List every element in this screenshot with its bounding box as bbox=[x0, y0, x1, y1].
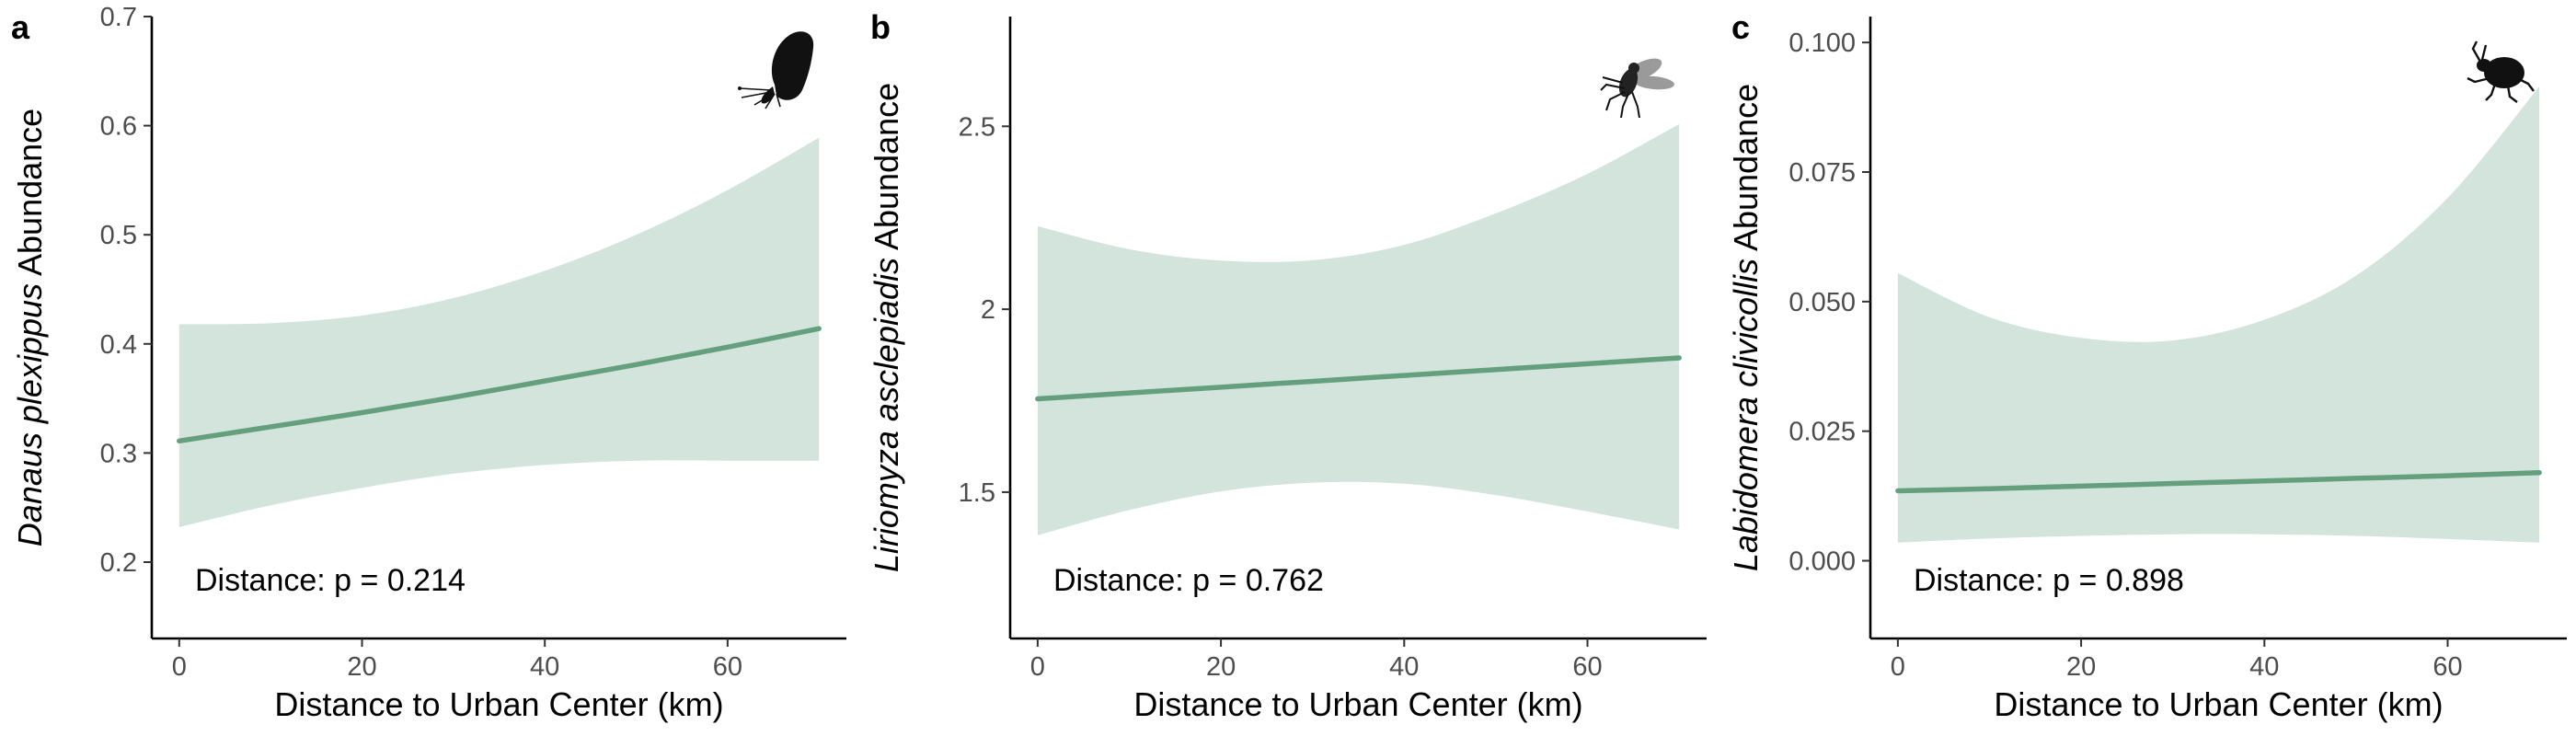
x-tick-label: 20 bbox=[1206, 652, 1236, 682]
panel-c: 0 20 40 60 0.000 0.025 0.050 0.075 0.100 Distance… bbox=[1727, 8, 2567, 723]
y-axis-title-species: Labidomera clivicollis bbox=[1727, 259, 1765, 571]
y-tick-label: 0.6 bbox=[100, 112, 137, 142]
y-tick-label: 0.5 bbox=[100, 221, 137, 250]
y-axis-title-suffix: Abundance bbox=[868, 83, 905, 258]
y-tick-label: 0.000 bbox=[1788, 547, 1856, 577]
p-value-annotation: Distance: p = 0.214 bbox=[195, 563, 466, 598]
y-axis-title-suffix: Abundance bbox=[11, 109, 49, 283]
y-tick-label: 0.050 bbox=[1788, 288, 1856, 317]
x-tick-label: 20 bbox=[2066, 652, 2096, 682]
x-tick-label: 40 bbox=[530, 652, 559, 682]
y-tick-label: 0.7 bbox=[100, 3, 137, 32]
confidence-ribbon bbox=[1897, 86, 2540, 543]
x-tick-label: 60 bbox=[2432, 652, 2462, 682]
fit-line bbox=[177, 326, 822, 444]
y-axis-title-species: Danaus plexippus bbox=[11, 283, 49, 546]
x-axis-title: Distance to Urban Center (km) bbox=[1994, 685, 2443, 723]
panel-b: 0 20 40 60 1.5 2 2.5 Distance to Urban Center (… bbox=[868, 8, 1707, 723]
x-tick-label: 0 bbox=[172, 652, 187, 682]
fly-icon bbox=[1600, 58, 1674, 119]
x-tick-label: 60 bbox=[1572, 652, 1602, 682]
y-tick-label: 1.5 bbox=[959, 478, 995, 508]
x-axis-title: Distance to Urban Center (km) bbox=[1133, 685, 1582, 723]
x-tick-label: 40 bbox=[2249, 652, 2279, 682]
y-tick-label: 0.075 bbox=[1788, 158, 1856, 188]
y-axis-title: Liriomyza asclepiadis Abundance bbox=[868, 83, 905, 572]
panel-a: 0 20 40 60 0.2 0.3 0.4 0.5 0.6 0.7 Distance to Urb… bbox=[11, 3, 846, 723]
panel-letter: a bbox=[11, 8, 30, 46]
y-tick-label: 0.100 bbox=[1788, 29, 1856, 58]
confidence-ribbon bbox=[1037, 123, 1680, 535]
x-axis-title: Distance to Urban Center (km) bbox=[274, 685, 723, 723]
y-tick-label: 0.2 bbox=[100, 548, 137, 578]
y-tick-label: 0.3 bbox=[100, 439, 137, 468]
p-value-annotation: Distance: p = 0.762 bbox=[1053, 563, 1324, 598]
panel-letter: b bbox=[870, 8, 891, 46]
y-axis-title: Danaus plexippus Abundance bbox=[11, 109, 49, 546]
x-tick-label: 40 bbox=[1389, 652, 1419, 682]
panel-letter: c bbox=[1731, 8, 1750, 46]
y-tick-label: 2 bbox=[981, 295, 995, 325]
y-tick-label: 0.4 bbox=[100, 330, 137, 360]
y-axis-title-species: Liriomyza asclepiadis bbox=[868, 258, 905, 572]
y-tick-label: 0.025 bbox=[1788, 418, 1856, 447]
x-tick-label: 60 bbox=[713, 652, 742, 682]
y-axis-title-suffix: Abundance bbox=[1727, 84, 1765, 259]
butterfly-icon bbox=[738, 31, 814, 109]
x-tick-label: 0 bbox=[1030, 652, 1045, 682]
y-axis-title: Labidomera clivicollis Abundance bbox=[1727, 84, 1765, 571]
fit-line bbox=[1895, 469, 2542, 494]
beetle-icon bbox=[2467, 40, 2535, 103]
fit-line bbox=[1035, 355, 1682, 402]
x-tick-label: 0 bbox=[1891, 652, 1905, 682]
confidence-ribbon bbox=[178, 137, 820, 528]
p-value-annotation: Distance: p = 0.898 bbox=[1914, 563, 2184, 598]
x-tick-label: 20 bbox=[347, 652, 376, 682]
y-tick-label: 2.5 bbox=[959, 112, 995, 142]
